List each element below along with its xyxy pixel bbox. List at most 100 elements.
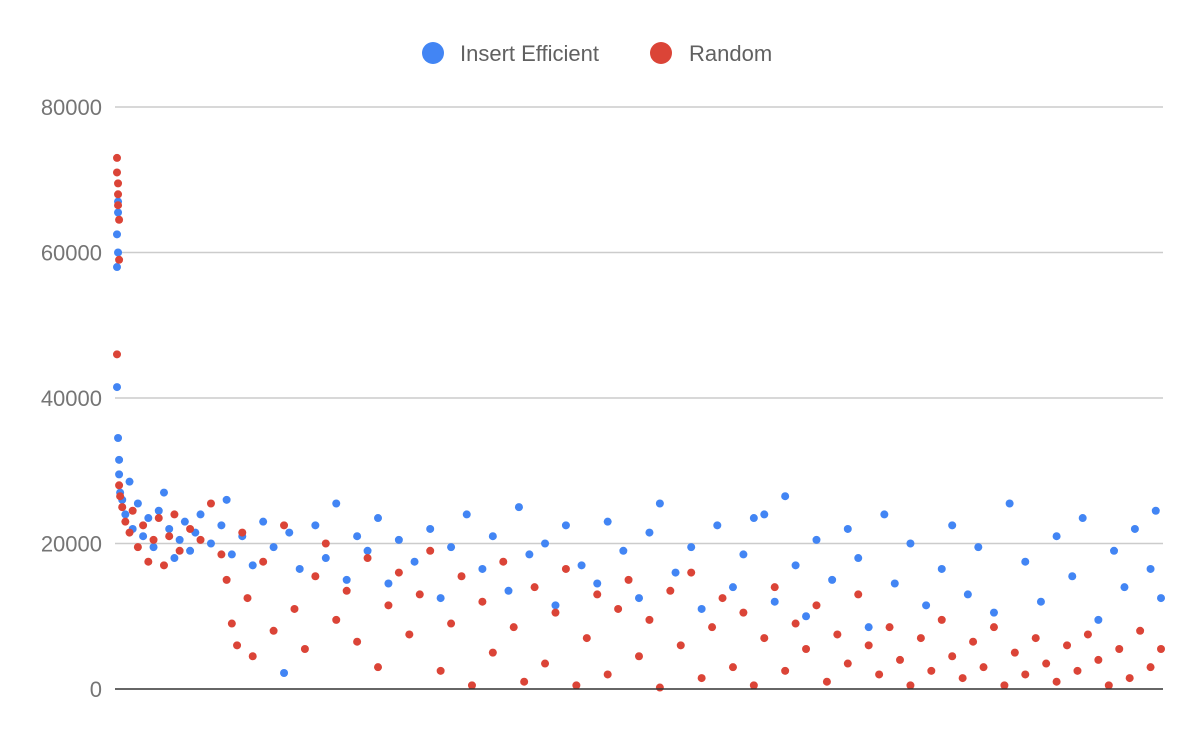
data-point bbox=[948, 521, 957, 530]
data-point bbox=[708, 623, 717, 632]
data-point bbox=[227, 550, 236, 559]
data-point bbox=[791, 561, 800, 570]
data-point bbox=[1000, 681, 1009, 690]
data-point bbox=[222, 575, 231, 584]
data-point bbox=[374, 514, 382, 523]
data-point bbox=[1031, 634, 1040, 643]
data-point bbox=[196, 535, 205, 544]
data-point bbox=[436, 594, 445, 603]
data-point bbox=[125, 528, 134, 537]
data-point bbox=[285, 528, 294, 537]
data-point bbox=[822, 677, 831, 686]
legend-label-random: Random bbox=[689, 41, 772, 66]
data-point bbox=[175, 535, 184, 544]
data-point bbox=[739, 550, 748, 559]
data-point bbox=[676, 641, 685, 650]
data-point bbox=[384, 601, 393, 610]
legend-marker-insert-efficient bbox=[422, 42, 444, 64]
data-point bbox=[843, 659, 852, 668]
data-point bbox=[655, 683, 664, 692]
data-point bbox=[948, 652, 957, 661]
data-point bbox=[979, 663, 988, 672]
data-point bbox=[1052, 677, 1061, 686]
data-point bbox=[1130, 524, 1139, 533]
data-point bbox=[311, 521, 320, 530]
data-point bbox=[426, 546, 435, 555]
legend-label-insert-efficient: Insert Efficient bbox=[460, 41, 599, 66]
data-point bbox=[812, 601, 821, 610]
data-point bbox=[394, 568, 403, 577]
y-tick-label: 40000 bbox=[41, 386, 102, 411]
data-point bbox=[144, 557, 153, 566]
data-point bbox=[114, 248, 123, 257]
data-point bbox=[619, 546, 628, 555]
data-point bbox=[149, 543, 158, 552]
data-point bbox=[760, 634, 769, 643]
data-point bbox=[1010, 648, 1019, 657]
data-point bbox=[791, 619, 800, 628]
data-point bbox=[593, 579, 602, 588]
data-point bbox=[217, 521, 226, 530]
data-point bbox=[186, 546, 195, 555]
data-point bbox=[1104, 681, 1113, 690]
data-point bbox=[113, 350, 121, 359]
data-point bbox=[666, 586, 675, 595]
data-point bbox=[488, 648, 497, 657]
data-point bbox=[963, 590, 972, 599]
data-point bbox=[457, 572, 466, 581]
data-point bbox=[854, 554, 863, 563]
data-point bbox=[1115, 644, 1124, 653]
data-point bbox=[582, 634, 591, 643]
data-point bbox=[384, 579, 393, 588]
data-point bbox=[697, 674, 706, 683]
data-point bbox=[115, 455, 124, 464]
data-point bbox=[802, 612, 811, 621]
data-point bbox=[374, 663, 382, 672]
data-point bbox=[890, 579, 899, 588]
y-tick-label: 20000 bbox=[41, 532, 102, 557]
data-point bbox=[635, 652, 643, 661]
data-point bbox=[321, 554, 330, 563]
data-point bbox=[222, 495, 231, 504]
data-point bbox=[624, 575, 633, 584]
data-point bbox=[1120, 583, 1129, 592]
data-point bbox=[1157, 644, 1165, 653]
data-point bbox=[113, 153, 121, 162]
gridlines bbox=[115, 106, 1163, 545]
legend-marker-random bbox=[650, 42, 672, 64]
data-point bbox=[116, 492, 125, 501]
data-point bbox=[269, 543, 278, 552]
data-point bbox=[916, 634, 925, 643]
data-point bbox=[802, 644, 811, 653]
data-point bbox=[603, 670, 612, 679]
data-point bbox=[927, 666, 936, 675]
data-point bbox=[114, 190, 123, 199]
data-point bbox=[770, 597, 779, 606]
data-point bbox=[1073, 666, 1082, 675]
data-point bbox=[843, 524, 852, 533]
data-point bbox=[114, 434, 123, 443]
data-point bbox=[593, 590, 602, 599]
data-point bbox=[1042, 659, 1051, 668]
data-point bbox=[410, 557, 419, 566]
data-point bbox=[499, 557, 508, 566]
data-point bbox=[1146, 663, 1155, 672]
data-point bbox=[1110, 546, 1119, 555]
data-point bbox=[115, 481, 124, 490]
data-point bbox=[1021, 557, 1030, 566]
data-point bbox=[363, 546, 372, 555]
data-point bbox=[467, 681, 476, 690]
data-point bbox=[149, 535, 158, 544]
data-point bbox=[175, 546, 184, 555]
data-point bbox=[269, 626, 278, 635]
data-point bbox=[114, 201, 123, 210]
data-point bbox=[113, 230, 121, 239]
data-point bbox=[989, 608, 998, 617]
data-point bbox=[196, 510, 205, 519]
data-point bbox=[645, 528, 654, 537]
data-point bbox=[243, 594, 252, 603]
data-point bbox=[363, 554, 372, 563]
data-point bbox=[165, 532, 174, 541]
data-point bbox=[770, 583, 779, 592]
